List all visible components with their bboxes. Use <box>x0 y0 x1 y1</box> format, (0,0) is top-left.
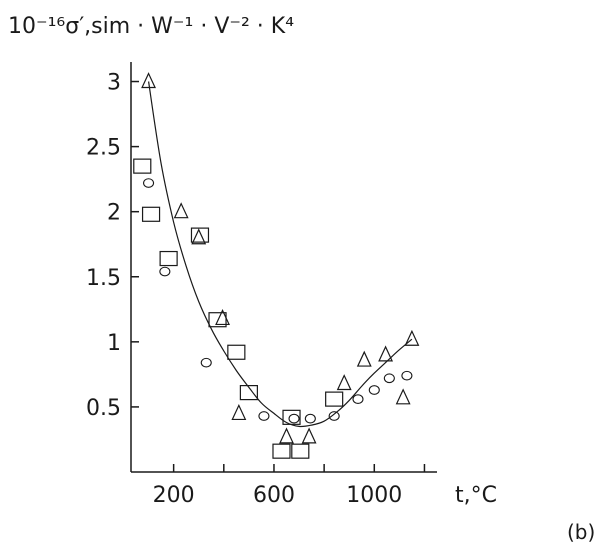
x-tick-label: 200 <box>153 483 195 508</box>
circle-marker <box>383 373 395 384</box>
square-marker <box>208 312 227 328</box>
circle-marker <box>401 370 413 381</box>
square-marker <box>272 443 291 459</box>
data-markers <box>133 72 420 459</box>
square-marker <box>239 385 258 401</box>
circle-marker <box>288 413 300 424</box>
square-marker <box>291 443 310 459</box>
panel-label: (b) <box>567 520 595 544</box>
circle-marker <box>200 357 212 368</box>
y-tick-label: 1 <box>107 331 121 356</box>
triangle-marker <box>231 404 247 421</box>
triangle-marker <box>141 72 156 89</box>
fit-curve <box>148 81 413 428</box>
y-tick-label: 0.5 <box>86 396 121 421</box>
y-tick-label: 2 <box>107 201 121 226</box>
triangle-marker <box>336 374 352 391</box>
square-marker <box>325 391 344 407</box>
triangle-marker <box>301 427 317 444</box>
square-marker <box>159 250 178 267</box>
triangle-marker <box>395 388 411 405</box>
circle-marker <box>328 411 340 421</box>
x-ticks: 200 600 1000 <box>153 464 426 508</box>
y-tick-label: 2.5 <box>86 136 121 161</box>
circle-marker <box>304 413 316 424</box>
x-tick-label: 600 <box>253 483 295 508</box>
y-tick-label: 1.5 <box>86 266 121 291</box>
square-marker <box>141 206 161 222</box>
square-marker <box>282 409 301 425</box>
circle-marker <box>159 266 171 277</box>
circle-marker <box>352 394 364 404</box>
circle-marker <box>368 385 380 395</box>
triangle-marker <box>378 345 394 362</box>
square-marker <box>133 158 152 174</box>
square-marker <box>227 344 246 360</box>
x-tick-label: 1000 <box>346 483 402 508</box>
triangle-marker <box>279 427 294 444</box>
square-marker <box>190 227 210 243</box>
x-axis-label: t,°C <box>455 483 497 508</box>
y-axis-label: 10⁻¹⁶σ′,sim · W⁻¹ · V⁻² · K⁴ <box>8 14 294 39</box>
triangle-marker <box>356 350 372 367</box>
y-tick-label: 3 <box>107 71 121 96</box>
triangle-marker <box>173 202 189 219</box>
y-ticks: 0.5 1 1.5 2 2.5 3 <box>86 71 139 421</box>
circle-marker <box>143 178 155 188</box>
circle-marker <box>258 411 270 421</box>
triangle-marker <box>404 329 420 346</box>
triangle-marker <box>191 228 207 245</box>
